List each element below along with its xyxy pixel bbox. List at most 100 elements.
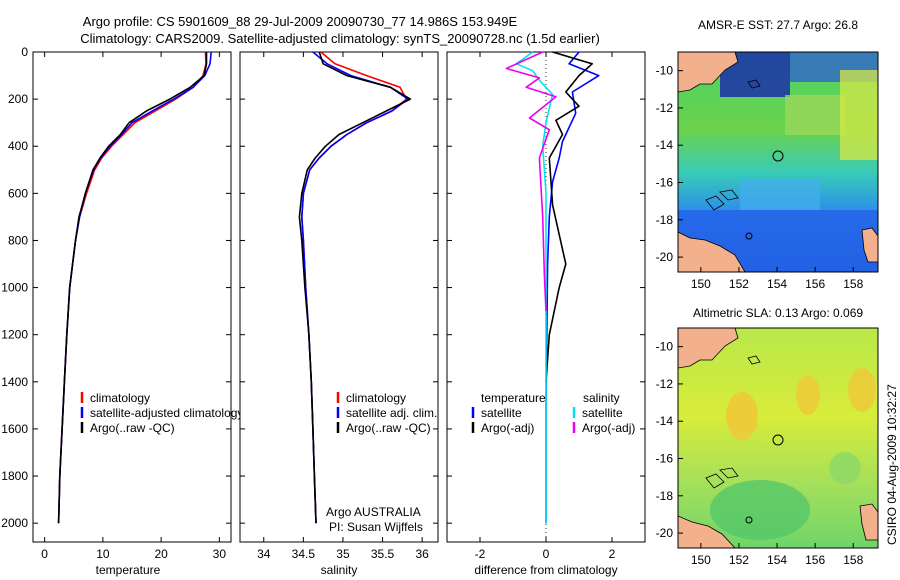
lat-tick-label: -16 (656, 176, 674, 190)
legend-argo-label: Argo(..raw -QC) (90, 421, 175, 435)
lon-tick-label: 150 (691, 277, 711, 291)
temperature-panel: 0 200 400 600 800 1000 1200 1400 1600 1800 2000 0 1… (1, 45, 243, 577)
x-tick-label: 0 (41, 547, 48, 561)
lat-tick-label: -10 (656, 64, 674, 78)
lat-tick-label: -18 (656, 213, 674, 227)
y-tick-label: 600 (8, 186, 28, 200)
salinity-axes-frame (239, 51, 439, 543)
series-line-argo-raw-qc- (57, 52, 208, 524)
lat-tick-label: -18 (656, 489, 674, 503)
y-tick-label: 2000 (1, 516, 28, 530)
y-tick-label: 1200 (1, 328, 28, 342)
series-line-salinity-argo-adj- (505, 51, 557, 312)
legend-sal-argo-label: Argo(-adj) (582, 421, 635, 435)
legend-climatology-label: climatology (346, 391, 406, 405)
x-tick-label: 35 (336, 547, 350, 561)
land-mass (678, 328, 739, 369)
pi-label: PI: Susan Wijffels (329, 520, 423, 534)
salinity-xlabel: salinity (321, 563, 358, 577)
x-tick-label: 30 (213, 547, 227, 561)
sst-map-field (678, 52, 878, 272)
series-line-temperature-argo-adj- (545, 51, 594, 382)
lat-tick-label: -12 (656, 377, 674, 391)
legend-group-salinity: salinity (583, 391, 620, 405)
difference-xlabel: difference from climatology (474, 563, 617, 577)
difference-panel: -2 0 2 difference from climatology tempera… (446, 51, 646, 577)
argo-program-label: Argo AUSTRALIA (326, 505, 421, 519)
legend-temp-satellite-label: satellite (481, 406, 522, 420)
legend-climatology-label: climatology (90, 391, 150, 405)
lat-tick-label: -10 (656, 340, 674, 354)
lon-tick-label: 156 (805, 553, 825, 567)
x-tick-label: 34 (257, 547, 271, 561)
sst-map-title: AMSR-E SST: 27.7 Argo: 26.8 (698, 18, 858, 32)
y-tick-label: 200 (8, 92, 28, 106)
sla-map-panel: Altimetric SLA: 0.13 Argo: 0.069 150 152 1… (656, 306, 879, 567)
salinity-panel: 34 34.5 35 35.5 36 salinity climatology sate… (239, 51, 439, 577)
depth-axis-ticks: 0 200 400 600 800 1000 1200 1400 1600 1800 2000 (1, 45, 231, 530)
y-tick-label: 1400 (1, 375, 28, 389)
temperature-axis-ticks: 0 10 20 30 (41, 52, 226, 561)
y-tick-label: 1800 (1, 469, 28, 483)
y-tick-label: 1000 (1, 281, 28, 295)
secondary-marker (745, 516, 753, 524)
lat-tick-label: -14 (656, 138, 674, 152)
x-tick-label: 20 (154, 547, 168, 561)
salinity-series (298, 51, 412, 524)
x-tick-label: -2 (475, 547, 486, 561)
legend-satellite-label: satellite adj. clim. (346, 406, 437, 420)
lon-tick-label: 158 (843, 553, 863, 567)
sst-map-frame (677, 51, 879, 273)
legend-sal-satellite-label: satellite (582, 406, 623, 420)
x-tick-label: 0 (543, 547, 550, 561)
float-position-marker (772, 434, 784, 446)
lon-tick-label: 150 (691, 553, 711, 567)
series-line-argo-raw-qc- (298, 51, 412, 524)
title-line1: Argo profile: CS 5901609_88 29-Jul-2009 … (83, 14, 518, 29)
secondary-marker (745, 232, 753, 240)
lat-tick-label: -16 (656, 452, 674, 466)
y-tick-label: 1600 (1, 422, 28, 436)
land-mass (861, 227, 878, 263)
lat-tick-label: -20 (656, 526, 674, 540)
sla-map-title: Altimetric SLA: 0.13 Argo: 0.069 (693, 306, 863, 320)
lon-tick-label: 154 (767, 277, 787, 291)
temperature-legend: climatology satellite-adjusted climatolo… (80, 391, 243, 435)
y-tick-label: 400 (8, 139, 28, 153)
lon-tick-label: 154 (767, 553, 787, 567)
legend-group-temperature: temperature (481, 391, 546, 405)
difference-series (505, 51, 600, 524)
land-mass (678, 231, 746, 272)
x-tick-label: 10 (96, 547, 110, 561)
lon-tick-label: 158 (843, 277, 863, 291)
temperature-series (57, 51, 212, 524)
legend-satellite-label: satellite-adjusted climatology (90, 406, 243, 420)
y-tick-label: 0 (21, 45, 28, 59)
sla-map-field (678, 328, 878, 548)
temperature-axes-frame (32, 51, 232, 543)
lon-tick-label: 152 (729, 553, 749, 567)
land-mass (678, 515, 736, 548)
lon-tick-label: 156 (805, 277, 825, 291)
sla-map-ticks: 150 152 154 156 158 -10 -12 -14 -16 -18 -20 (656, 340, 864, 567)
title-line2: Climatology: CARS2009. Satellite-adjuste… (80, 31, 600, 46)
series-line-temperature-satellite (545, 51, 600, 524)
legend-argo-label: Argo(..raw -QC) (346, 421, 431, 435)
lon-tick-label: 152 (729, 277, 749, 291)
x-tick-label: 34.5 (292, 547, 316, 561)
salinity-legend: climatology satellite adj. clim. Argo(..… (336, 391, 437, 435)
lat-tick-label: -14 (656, 414, 674, 428)
x-tick-label: 35.5 (371, 547, 395, 561)
reef-outline (705, 355, 761, 489)
series-line-salinity-satellite (515, 51, 554, 524)
sst-map-ticks: 150 152 154 156 158 -10 -12 -14 -16 -18 -20 (656, 64, 864, 291)
sla-map-frame (677, 327, 879, 549)
lat-tick-label: -20 (656, 250, 674, 264)
float-position-marker (772, 150, 784, 162)
temperature-xlabel: temperature (96, 563, 161, 577)
sst-map-panel: AMSR-E SST: 27.7 Argo: 26.8 150 152 154 156… (656, 18, 879, 291)
difference-legend: temperature salinity satellite Argo(-adj… (471, 391, 635, 435)
reef-outline (705, 79, 761, 211)
land-mass (678, 52, 739, 93)
